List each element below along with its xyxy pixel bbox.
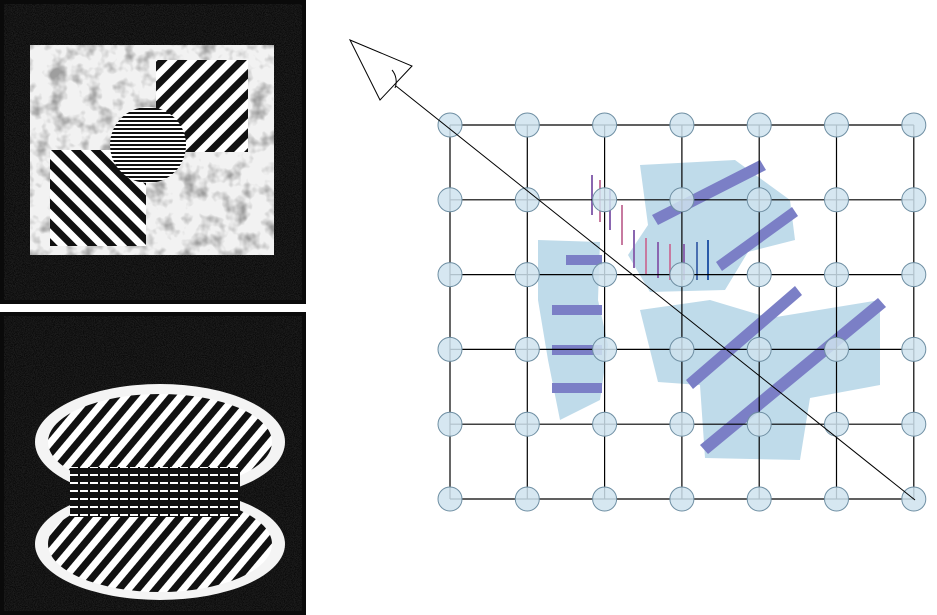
- bar: [686, 286, 802, 389]
- eye-arc: [391, 69, 397, 89]
- grid-node: [746, 112, 772, 138]
- grid-node: [746, 411, 772, 437]
- grid-node: [746, 187, 772, 213]
- bar: [552, 383, 602, 393]
- grid-node: [592, 486, 618, 512]
- grid-node: [824, 336, 849, 362]
- grid-node: [514, 486, 540, 512]
- bar: [700, 298, 886, 454]
- chevron-band: [70, 467, 240, 517]
- lower-striped-blob: [48, 496, 272, 592]
- grid-node: [437, 411, 463, 437]
- grid-node: [514, 187, 540, 213]
- grid-node: [824, 187, 849, 213]
- grid-node: [592, 336, 618, 362]
- grid-node: [669, 486, 695, 512]
- grid-node: [592, 187, 618, 213]
- grid-node: [746, 336, 772, 362]
- grid-node: [824, 411, 849, 437]
- grid-node: [514, 262, 540, 288]
- grid-node: [437, 262, 463, 288]
- grid-node: [592, 262, 618, 288]
- bar: [566, 255, 602, 265]
- region-right: [640, 300, 880, 460]
- upper-striped-blob: [48, 394, 272, 490]
- striped-disc-center: [110, 107, 186, 183]
- grid-node: [592, 112, 618, 138]
- grid-node: [901, 187, 927, 213]
- grid-node: [669, 336, 695, 362]
- grid-node: [901, 336, 927, 362]
- grid-node: [901, 411, 927, 437]
- grid-node: [746, 262, 772, 288]
- grid-node: [514, 411, 540, 437]
- grid-node: [437, 486, 463, 512]
- bar: [716, 207, 798, 271]
- grid-node: [746, 486, 772, 512]
- grid-node: [669, 187, 695, 213]
- grid-node: [669, 262, 695, 288]
- viewer-eye-icon: [348, 39, 413, 101]
- grid-node: [824, 486, 849, 512]
- grid-node: [514, 112, 540, 138]
- grid-node: [437, 336, 463, 362]
- bottom-texture-panel: [0, 312, 306, 615]
- line-of-sight: [395, 85, 916, 501]
- bar: [552, 305, 602, 315]
- top-texture-panel: [0, 0, 306, 304]
- grid-region-diagram: [348, 39, 927, 512]
- grid-node: [669, 411, 695, 437]
- grid-node: [901, 112, 927, 138]
- grid-node: [437, 187, 463, 213]
- grid-node: [669, 112, 695, 138]
- grid-node: [514, 336, 540, 362]
- grid-node: [824, 262, 849, 288]
- grid-node: [901, 262, 927, 288]
- region-left: [538, 240, 608, 420]
- grid-node: [592, 411, 618, 437]
- grid-nodes: [437, 112, 927, 512]
- grid-node: [824, 112, 849, 138]
- grid-node: [437, 112, 463, 138]
